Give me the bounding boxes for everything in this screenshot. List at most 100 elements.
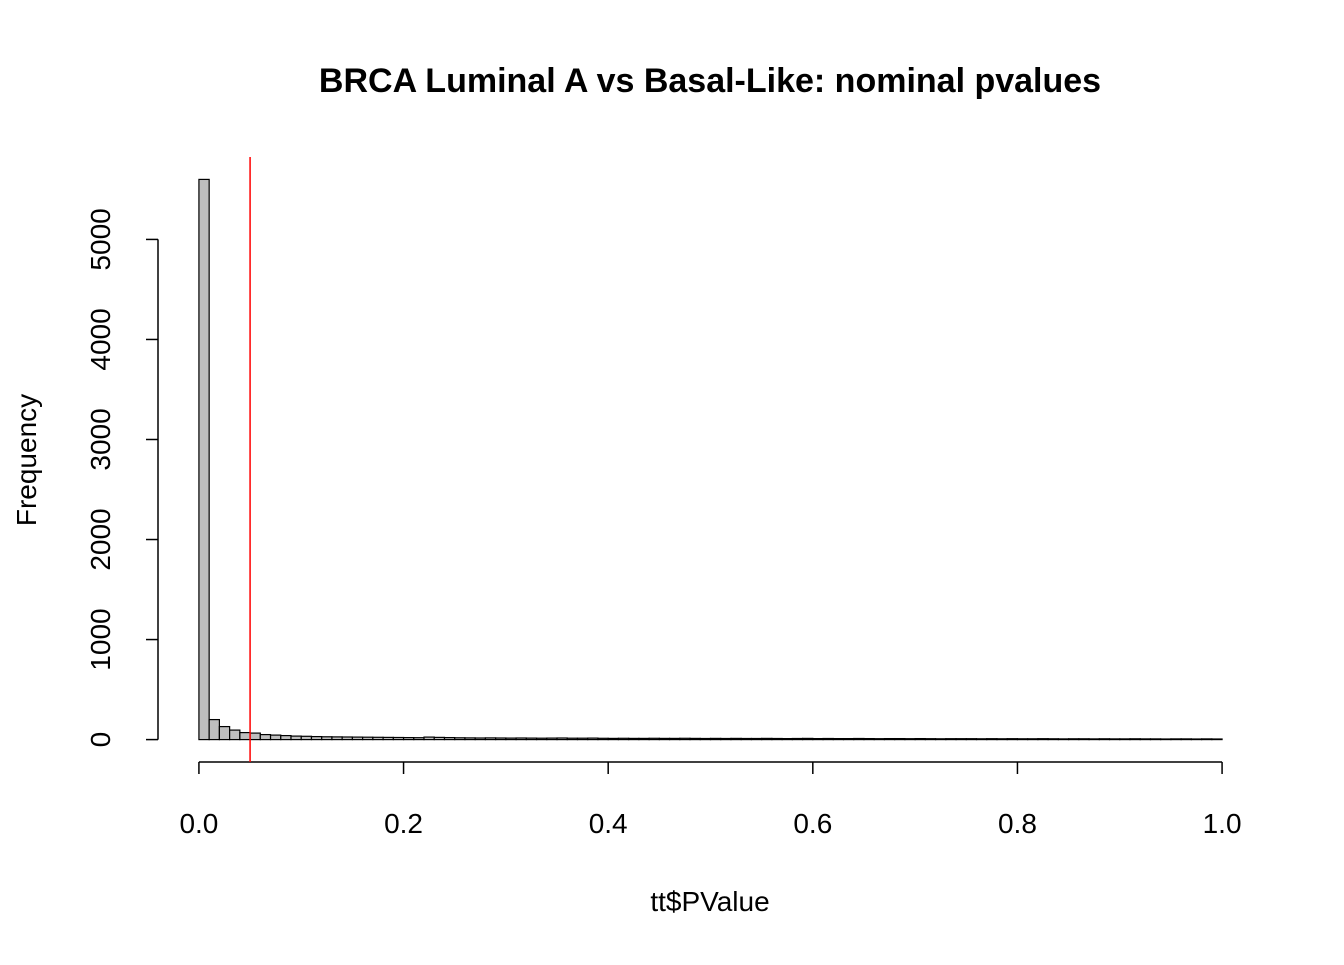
bar [822,737,834,741]
bar [1211,738,1223,741]
bar [730,737,742,741]
x-tick-label: 0.8 [998,808,1037,839]
bar [454,737,466,741]
y-tick-label: 1000 [85,608,116,670]
bar [1190,738,1203,741]
bar [791,737,804,741]
bar [904,738,916,741]
bar [280,734,292,741]
bar [1160,738,1172,741]
bar [771,737,783,741]
bar [464,737,476,741]
bar [761,737,773,741]
bar [382,736,394,741]
bar [566,737,579,741]
bar [914,737,926,741]
bar [648,737,660,741]
bar [587,737,599,741]
bar [934,738,947,741]
bar [740,737,753,741]
bar [842,737,855,741]
bar [1047,738,1059,741]
x-tick-label: 0.4 [589,808,628,839]
bar [945,738,957,741]
bar [1006,738,1019,741]
bar [617,737,630,741]
bar [402,736,415,741]
bar [372,736,384,741]
bar [597,737,609,741]
y-tick-label: 3000 [85,408,116,470]
bar [1016,738,1029,741]
bar [1180,738,1192,741]
bar [1149,738,1162,741]
bar [208,718,220,741]
bar [975,738,988,741]
bar [658,737,671,741]
bar [965,738,978,741]
bar [351,736,364,741]
chart-title: BRCA Luminal A vs Basal-Like: nominal pv… [319,62,1101,100]
y-tick-label: 4000 [85,308,116,370]
bar [996,738,1008,741]
bar [300,735,313,741]
bar [832,737,845,741]
bar [955,738,967,741]
y-tick-label: 2000 [85,508,116,570]
y-tick-label: 5000 [85,208,116,270]
bar [1088,738,1100,741]
bar [883,737,896,741]
y-axis-label: Frequency [11,394,42,526]
bar [720,737,732,741]
bar [433,736,446,741]
bar [853,737,865,741]
bar [812,737,824,741]
bar [218,725,231,741]
bar [341,736,353,741]
bar [638,737,650,741]
bar [1201,738,1213,741]
bar [1068,738,1080,741]
bar [556,737,568,741]
bar [484,737,497,741]
bar [709,737,722,741]
bar [986,738,998,741]
bar [1139,738,1152,741]
bar [1078,738,1090,741]
bar [290,735,302,741]
bar [546,737,558,741]
bar [443,736,456,741]
bar [515,737,527,741]
bar [679,737,691,741]
bar [259,733,272,741]
bar [392,736,405,741]
bar [1098,738,1111,741]
bar [310,735,323,741]
y-tick-label: 0 [85,732,116,748]
bar [525,737,538,741]
bar [331,736,343,741]
bar [628,737,640,741]
bar [229,729,241,741]
bar [1170,738,1182,741]
bar [535,737,548,741]
x-tick-label: 0.6 [793,808,832,839]
bar [1129,738,1141,741]
bar [495,737,507,741]
bar [269,734,282,741]
bar [607,737,620,741]
bar [239,731,251,741]
bar [413,737,425,741]
bar [1057,738,1070,741]
bar [249,732,261,741]
bar [1027,738,1039,741]
bar [781,737,793,741]
x-tick-label: 0.2 [384,808,423,839]
x-tick-label: 1.0 [1203,808,1242,839]
bar [1108,738,1121,741]
bar [505,737,517,741]
bar [1037,738,1049,741]
bar [873,738,886,741]
bar [924,738,937,741]
